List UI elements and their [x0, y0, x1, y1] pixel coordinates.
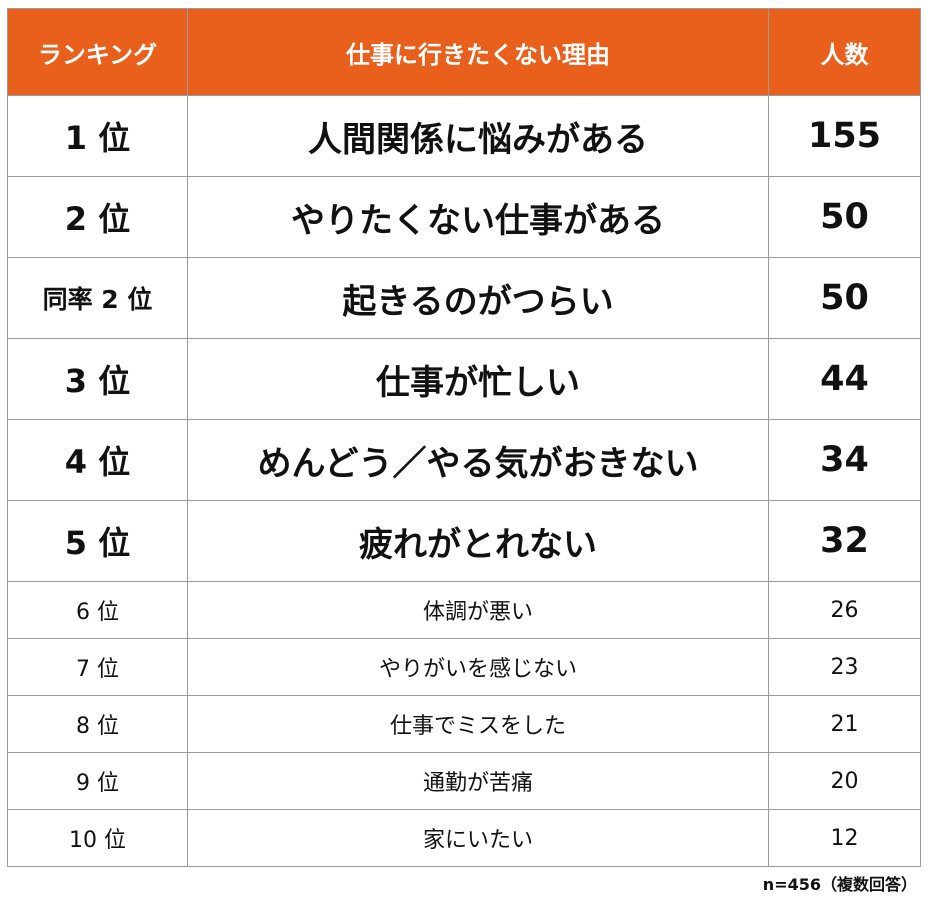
count-cell: 21 — [768, 695, 921, 753]
count-cell: 20 — [768, 752, 921, 810]
table-row: 8 位 仕事でミスをした 21 — [7, 695, 921, 753]
rank-cell: 4 位 — [7, 419, 188, 501]
reason-cell: 仕事が忙しい — [187, 338, 769, 420]
reason-cell: 疲れがとれない — [187, 500, 769, 582]
table-row: 5 位 疲れがとれない 32 — [7, 500, 921, 582]
table-row: 同率 2 位 起きるのがつらい 50 — [7, 257, 921, 339]
table-row: 3 位 仕事が忙しい 44 — [7, 338, 921, 420]
rank-cell: 9 位 — [7, 752, 188, 810]
count-cell: 26 — [768, 581, 921, 639]
table-row: 7 位 やりがいを感じない 23 — [7, 638, 921, 696]
count-cell: 50 — [768, 176, 921, 258]
table-row: 10 位 家にいたい 12 — [7, 809, 921, 867]
rank-cell: 10 位 — [7, 809, 188, 867]
table-row: 9 位 通勤が苦痛 20 — [7, 752, 921, 810]
rank-cell: 同率 2 位 — [7, 257, 188, 339]
table-row: 2 位 やりたくない仕事がある 50 — [7, 176, 921, 258]
reason-cell: めんどう／やる気がおきない — [187, 419, 769, 501]
header-reason: 仕事に行きたくない理由 — [187, 8, 769, 96]
table-row: 6 位 体調が悪い 26 — [7, 581, 921, 639]
header-rank: ランキング — [7, 8, 188, 96]
count-cell: 34 — [768, 419, 921, 501]
rank-cell: 8 位 — [7, 695, 188, 753]
count-cell: 50 — [768, 257, 921, 339]
count-cell: 44 — [768, 338, 921, 420]
rank-cell: 2 位 — [7, 176, 188, 258]
header-count: 人数 — [768, 8, 921, 96]
count-cell: 32 — [768, 500, 921, 582]
table-row: 4 位 めんどう／やる気がおきない 34 — [7, 419, 921, 501]
rank-cell: 7 位 — [7, 638, 188, 696]
count-cell: 155 — [768, 95, 921, 177]
reason-cell: 通勤が苦痛 — [187, 752, 769, 810]
reason-cell: 人間関係に悩みがある — [187, 95, 769, 177]
rank-cell: 1 位 — [7, 95, 188, 177]
count-cell: 12 — [768, 809, 921, 867]
reason-cell: 体調が悪い — [187, 581, 769, 639]
count-cell: 23 — [768, 638, 921, 696]
reason-cell: 起きるのがつらい — [187, 257, 769, 339]
rank-cell: 6 位 — [7, 581, 188, 639]
ranking-table: ランキング 仕事に行きたくない理由 人数 1 位 人間関係に悩みがある 155 … — [7, 8, 921, 867]
reason-cell: やりたくない仕事がある — [187, 176, 769, 258]
reason-cell: やりがいを感じない — [187, 638, 769, 696]
header-row: ランキング 仕事に行きたくない理由 人数 — [7, 8, 921, 96]
rank-cell: 3 位 — [7, 338, 188, 420]
reason-cell: 家にいたい — [187, 809, 769, 867]
table-row: 1 位 人間関係に悩みがある 155 — [7, 95, 921, 177]
reason-cell: 仕事でミスをした — [187, 695, 769, 753]
rank-cell: 5 位 — [7, 500, 188, 582]
sample-size-note: n=456（複数回答） — [762, 875, 917, 894]
